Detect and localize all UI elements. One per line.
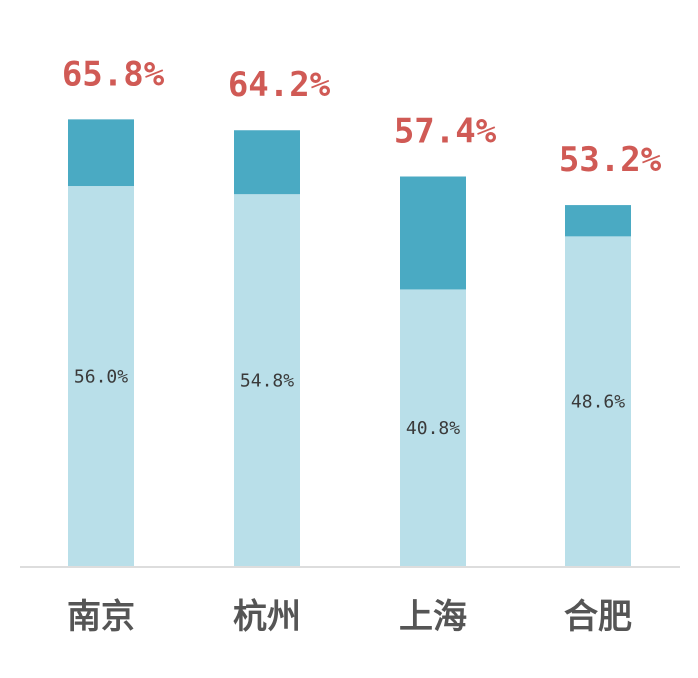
inner-label-4: 48.6% <box>571 392 625 413</box>
bar-segment-lower-1 <box>68 186 134 567</box>
category-label-1: 南京 <box>67 597 135 637</box>
category-label-4: 合肥 <box>564 597 632 637</box>
bars-layer <box>68 119 631 567</box>
bar-segment-lower-4 <box>565 236 631 567</box>
category-label-3: 上海 <box>399 597 467 637</box>
total-label-3: 57.4% <box>394 112 497 152</box>
bar-segment-upper-3 <box>400 176 466 290</box>
bar-segment-lower-2 <box>234 194 300 567</box>
labels-layer: 65.8% 56.0% 南京 64.2% 54.8% 杭州 57.4% 40.8% 上海 53.2… <box>62 54 662 637</box>
inner-label-2: 54.8% <box>240 371 294 392</box>
inner-label-3: 40.8% <box>406 418 460 439</box>
bar-segment-upper-2 <box>234 130 300 195</box>
category-label-2: 杭州 <box>233 597 301 637</box>
total-label-1: 65.8% <box>62 54 165 94</box>
bar-segment-upper-1 <box>68 119 134 187</box>
inner-label-1: 56.0% <box>74 367 128 388</box>
bar-segment-lower-3 <box>400 289 466 567</box>
total-label-4: 53.2% <box>559 140 662 180</box>
total-label-2: 64.2% <box>228 65 331 105</box>
bar-segment-upper-4 <box>565 205 631 237</box>
